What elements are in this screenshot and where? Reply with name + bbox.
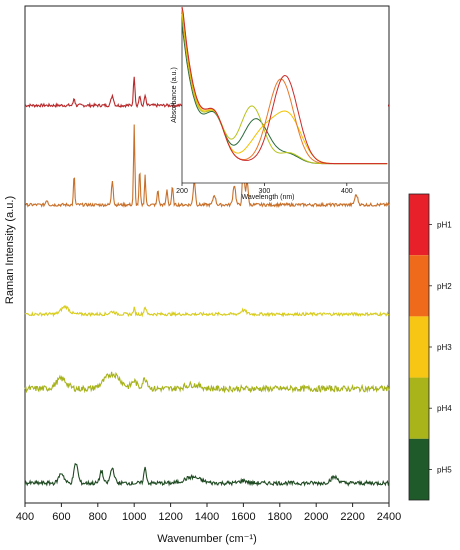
colorbar-label: pH1 bbox=[437, 221, 452, 230]
inset-series-lines bbox=[181, 6, 388, 165]
main-y-axis-label: Raman Intensity (a.u.) bbox=[4, 196, 16, 304]
colorbar-label: pH2 bbox=[437, 282, 452, 291]
inset-x-tick-label: 400 bbox=[341, 188, 353, 195]
main-x-tick-label: 1000 bbox=[122, 511, 146, 523]
raman-line-ph2 bbox=[24, 124, 390, 209]
inset-y-axis-label: Absorbance (a.u.) bbox=[171, 67, 178, 123]
colorbar-segment-ph3 bbox=[409, 316, 429, 378]
main-x-tick-label: 1600 bbox=[231, 511, 255, 523]
inset-x-ticks: 200 300 400 bbox=[176, 183, 353, 195]
colorbar-segment-ph5 bbox=[409, 438, 429, 500]
inset-chart: 200 300 400 Wavelength (nm) Absorbance (a.… bbox=[171, 6, 388, 201]
colorbar-segment-ph1 bbox=[409, 194, 429, 256]
raman-line-ph4 bbox=[24, 371, 390, 394]
inset-x-axis-label: Wavelength (nm) bbox=[241, 194, 294, 201]
colorbar-label: pH5 bbox=[437, 465, 452, 474]
main-x-tick-label: 2000 bbox=[304, 511, 328, 523]
colorbar-label: pH4 bbox=[437, 404, 452, 413]
absorbance-line-5 bbox=[181, 6, 388, 165]
main-x-ticks: 400 600 800 1000 1200 1400 1600 1800 2000 2200 240… bbox=[16, 503, 401, 523]
colorbar-segment-ph2 bbox=[409, 255, 429, 317]
inset-x-tick-label: 200 bbox=[176, 188, 188, 195]
raman-line-ph3 bbox=[24, 304, 390, 318]
main-x-tick-label: 1800 bbox=[268, 511, 292, 523]
main-x-tick-label: 2400 bbox=[377, 511, 401, 523]
main-x-tick-label: 400 bbox=[16, 511, 34, 523]
main-x-tick-label: 800 bbox=[89, 511, 107, 523]
main-x-axis-label: Wavenumber (cm⁻¹) bbox=[157, 533, 257, 545]
main-x-tick-label: 2200 bbox=[340, 511, 364, 523]
ph-colorbar: pH1 pH2 pH3 pH4 pH5 bbox=[408, 193, 452, 501]
main-x-tick-label: 600 bbox=[52, 511, 70, 523]
inset-x-tick-label: 300 bbox=[259, 188, 271, 195]
main-chart: 400 600 800 1000 1200 1400 1600 1800 2000 2200 240… bbox=[4, 5, 401, 545]
inset-plot-background bbox=[182, 7, 388, 183]
main-x-tick-label: 1200 bbox=[158, 511, 182, 523]
raman-line-ph5 bbox=[24, 462, 390, 487]
colorbar-segment-ph4 bbox=[409, 377, 429, 439]
colorbar-frame bbox=[408, 193, 430, 501]
main-x-tick-label: 1400 bbox=[195, 511, 219, 523]
colorbar-label: pH3 bbox=[437, 343, 452, 352]
